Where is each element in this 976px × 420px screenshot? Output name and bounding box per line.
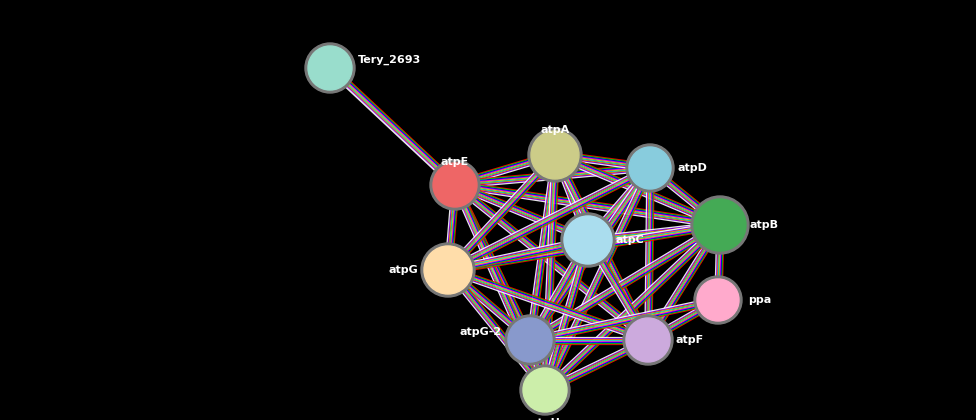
- Text: Tery_2693: Tery_2693: [358, 55, 422, 65]
- Circle shape: [318, 56, 343, 80]
- Circle shape: [561, 213, 615, 267]
- Circle shape: [523, 368, 567, 412]
- Circle shape: [706, 211, 734, 239]
- Text: atpC: atpC: [616, 235, 645, 245]
- Circle shape: [533, 378, 557, 402]
- Text: atpF: atpF: [676, 335, 704, 345]
- Circle shape: [691, 196, 749, 254]
- Text: atpH: atpH: [530, 418, 560, 420]
- Circle shape: [305, 43, 355, 93]
- Circle shape: [629, 147, 671, 189]
- Circle shape: [308, 46, 352, 90]
- Text: atpD: atpD: [678, 163, 708, 173]
- Circle shape: [694, 276, 742, 324]
- Circle shape: [694, 199, 746, 251]
- Circle shape: [518, 328, 542, 352]
- Circle shape: [638, 156, 662, 180]
- Circle shape: [421, 243, 475, 297]
- Circle shape: [528, 128, 582, 182]
- Circle shape: [697, 279, 739, 321]
- Text: atpA: atpA: [541, 125, 570, 135]
- Text: atpE: atpE: [441, 157, 469, 167]
- Circle shape: [520, 365, 570, 415]
- Circle shape: [636, 328, 660, 352]
- Circle shape: [707, 289, 729, 312]
- Text: atpG: atpG: [388, 265, 418, 275]
- Circle shape: [623, 315, 673, 365]
- Circle shape: [505, 315, 555, 365]
- Circle shape: [508, 318, 552, 362]
- Circle shape: [434, 257, 462, 283]
- Circle shape: [430, 160, 480, 210]
- Text: atpG-2: atpG-2: [460, 327, 502, 337]
- Circle shape: [626, 144, 674, 192]
- Circle shape: [626, 318, 670, 362]
- Circle shape: [542, 142, 568, 168]
- Circle shape: [564, 216, 612, 264]
- Circle shape: [433, 163, 477, 207]
- Circle shape: [575, 227, 601, 253]
- Circle shape: [531, 131, 579, 179]
- Text: ppa: ppa: [748, 295, 771, 305]
- Circle shape: [443, 173, 468, 197]
- Text: atpB: atpB: [750, 220, 779, 230]
- Circle shape: [424, 246, 472, 294]
